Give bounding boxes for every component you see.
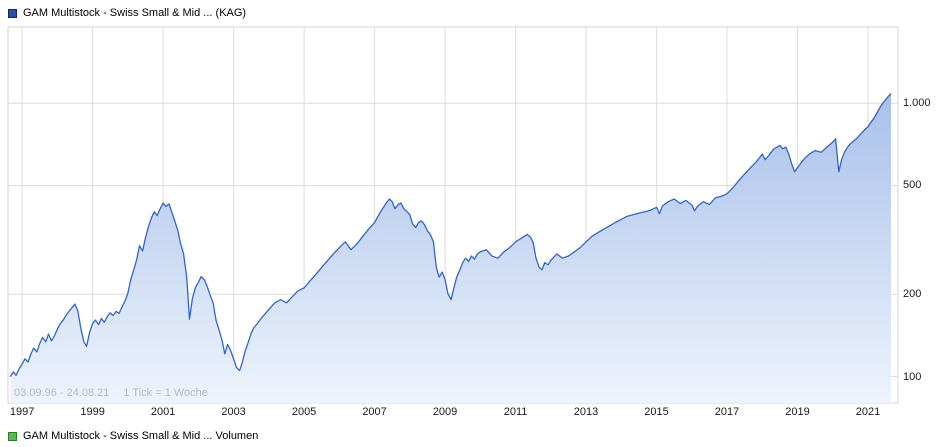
x-tick-label: 2007 — [362, 406, 387, 418]
x-tick-label: 2021 — [855, 406, 881, 418]
chart-watermark: 03.09.96 - 24.08.21 1 Tick = 1 Woche — [14, 387, 208, 399]
price-series-swatch-icon — [8, 8, 17, 18]
x-tick-label: 2003 — [221, 406, 246, 418]
watermark-period: 03.09.96 - 24.08.21 — [14, 387, 110, 399]
x-tick-label: 2011 — [503, 406, 528, 418]
x-tick-label: 2001 — [150, 406, 176, 418]
x-tick-label: 2017 — [714, 406, 740, 418]
x-tick-label: 2019 — [785, 406, 810, 418]
y-tick-label: 200 — [903, 288, 922, 301]
watermark-tick-info: 1 Tick = 1 Woche — [123, 387, 208, 399]
x-tick-label: 1999 — [80, 406, 105, 418]
volume-series-label: GAM Multistock - Swiss Small & Mid ... V… — [23, 430, 259, 442]
x-tick-label: 1997 — [9, 406, 35, 418]
chart-legend-bottom: GAM Multistock - Swiss Small & Mid ... V… — [8, 430, 258, 442]
x-tick-label: 2015 — [644, 406, 669, 418]
y-tick-label: 500 — [903, 179, 922, 192]
volume-series-swatch-icon — [8, 431, 17, 441]
x-tick-label: 2013 — [573, 406, 599, 418]
x-tick-label: 2005 — [291, 406, 317, 418]
price-series-label: GAM Multistock - Swiss Small & Mid ... (… — [23, 7, 247, 19]
y-tick-label: 1.000 — [903, 97, 931, 110]
chart-legend-top: GAM Multistock - Swiss Small & Mid ... (… — [8, 7, 246, 19]
x-tick-label: 2009 — [432, 406, 458, 418]
y-tick-label: 100 — [903, 370, 922, 383]
